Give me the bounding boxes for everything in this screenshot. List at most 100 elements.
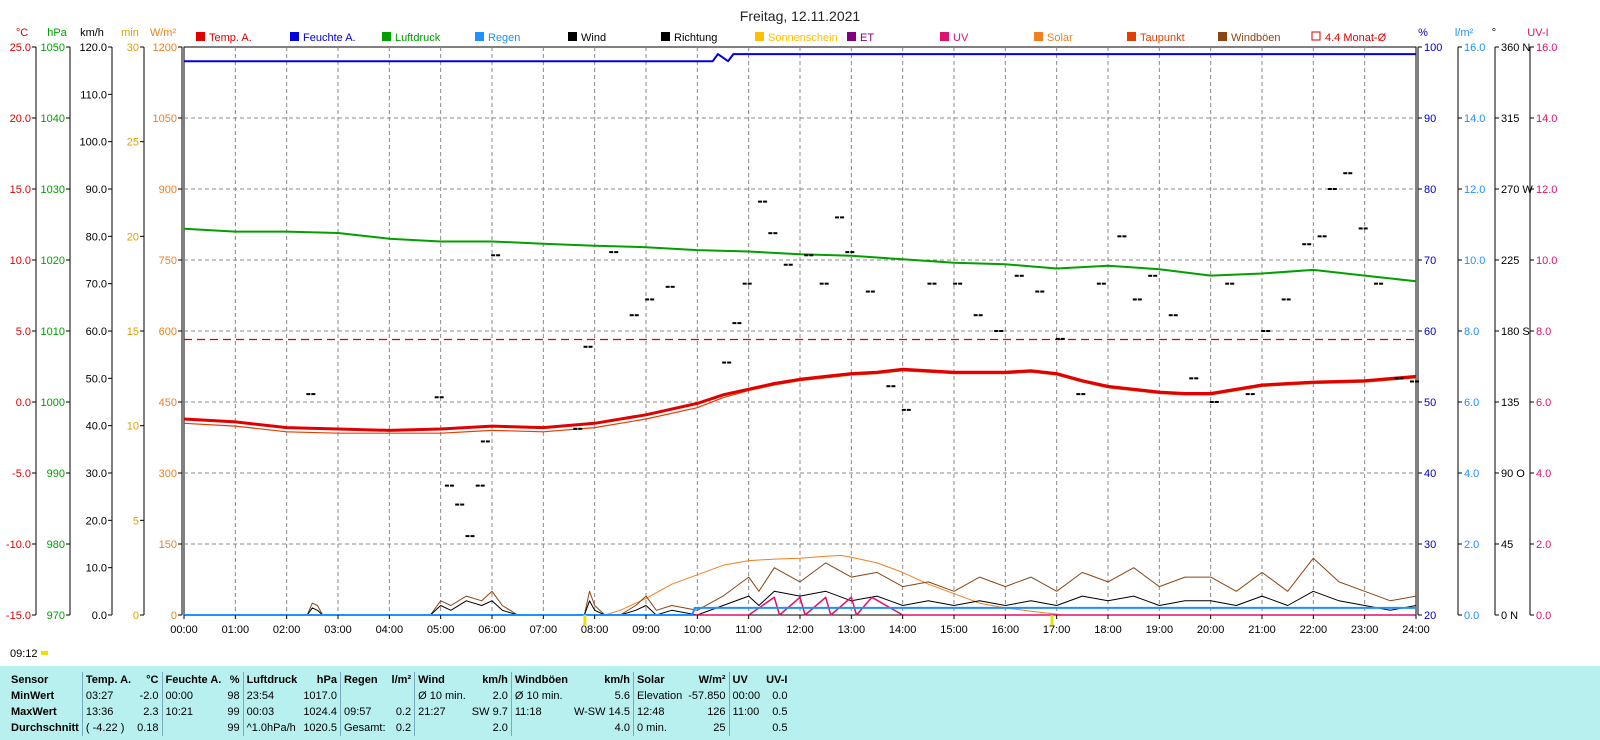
direction-point — [629, 314, 634, 317]
stats-cell: ( -4.22 ) — [81, 720, 135, 736]
legend-item: ET — [847, 32, 874, 44]
direction-point — [1194, 377, 1199, 380]
stats-cell: 0.2 — [395, 706, 412, 718]
direction-point — [1281, 298, 1286, 301]
direction-point — [758, 200, 763, 203]
stats-row-label: Durchschnitt — [11, 722, 79, 734]
axis-tick-label: 50 — [1424, 397, 1436, 409]
axis-tick-label: 0 N — [1501, 610, 1518, 622]
x-tick-label: 19:00 — [1146, 624, 1174, 636]
direction-point — [1081, 393, 1086, 396]
stats-cell: Elevation — [632, 688, 686, 704]
axis-rain: l/m² 16.0 14.0 12.0 10.0 8.0 6.0 4.0 2.0 0.0 — [1455, 27, 1486, 622]
axis-tick-label: -15.0 — [6, 610, 31, 622]
direction-point — [1076, 393, 1081, 396]
gridlines — [183, 46, 1417, 616]
direction-point — [670, 285, 675, 288]
direction-point — [1096, 282, 1101, 285]
stats-cell: 2.3 — [143, 706, 159, 718]
stats-cell: -2.0 — [139, 690, 159, 702]
x-tick-label: 03:00 — [324, 624, 352, 636]
direction-point — [824, 282, 829, 285]
direction-point — [1137, 298, 1142, 301]
axis-tick-label: 90 — [1424, 113, 1436, 125]
direction-point — [1035, 290, 1040, 293]
direction-point — [732, 322, 737, 325]
stats-cell — [339, 688, 389, 704]
series-luftdruck — [183, 227, 1417, 283]
axis-tick-label: 20 — [127, 231, 139, 243]
direction-point — [1153, 274, 1158, 277]
direction-point — [1317, 235, 1322, 238]
direction-point — [768, 232, 773, 235]
axis-tick-label: 0.0 — [1464, 610, 1479, 622]
direction-point — [1261, 330, 1266, 332]
direction-point — [444, 484, 449, 487]
axis-tick-label: 180 S — [1501, 326, 1530, 338]
stats-cell: 09:57 — [339, 704, 389, 720]
axis-tick-label: 14.0 — [1536, 113, 1557, 125]
direction-point — [1332, 188, 1337, 190]
stats-cell: 0.0 — [772, 690, 788, 702]
direction-point — [722, 361, 727, 364]
axis-tick-label: 25 — [127, 137, 139, 149]
stats-header-cell: Solar — [632, 672, 686, 688]
direction-point — [1214, 401, 1219, 403]
axis-tick-label: 80 — [1424, 184, 1436, 196]
x-tick-label: 17:00 — [1043, 624, 1071, 636]
direction-point — [480, 484, 485, 487]
legend-label: Feuchte A. — [303, 32, 356, 44]
direction-point — [1399, 377, 1404, 380]
direction-point — [973, 314, 978, 317]
direction-point — [1245, 393, 1250, 396]
stats-cell: 0 min. — [632, 720, 686, 736]
axis-tick-label: 360 N — [1501, 42, 1530, 54]
stats-cell: Ø 10 min. — [510, 688, 571, 704]
direction-point — [470, 535, 475, 538]
stats-cell: 1024.4 — [303, 706, 337, 718]
axis-unit: W/m² — [150, 27, 177, 39]
axis-tick-label: 25.0 — [10, 42, 31, 54]
stats-cell: Ø 10 min. — [414, 688, 469, 704]
direction-point — [1410, 380, 1414, 383]
axis-tick-label: 315 — [1501, 113, 1519, 125]
direction-point — [927, 282, 932, 285]
legend-label: Sonnenschein — [768, 32, 838, 44]
legend-item: UV — [940, 32, 969, 44]
direction-point — [978, 314, 983, 317]
direction-point — [870, 290, 875, 293]
axis-tick-label: 5.0 — [16, 326, 31, 338]
stats-cell — [728, 720, 764, 736]
axis-tick-label: 1020 — [41, 255, 65, 267]
stats-header-cell: UV-I — [766, 674, 788, 686]
x-tick-label: 23:00 — [1351, 624, 1379, 636]
direction-point — [1209, 401, 1214, 403]
direction-point — [588, 345, 593, 348]
legend-label: UV — [953, 32, 969, 44]
axis-tick-label: 20.0 — [86, 515, 107, 527]
stats-cell: 0.5 — [772, 722, 788, 734]
stats-cell: 00:00 — [161, 688, 225, 704]
direction-point — [819, 282, 824, 285]
stats-cell: Gesamt: — [339, 720, 389, 736]
legend-swatch — [1127, 32, 1136, 41]
series-regen — [184, 606, 1416, 616]
axis-tick-label: 0 — [133, 610, 139, 622]
stats-header-cell: Luftdruck — [242, 672, 301, 688]
axis-tick-label: 0 — [171, 610, 177, 622]
stats-cell: 11:00 — [728, 704, 764, 720]
direction-point — [1415, 380, 1419, 383]
axis-tick-label: -5.0 — [12, 468, 31, 480]
axis-tick-label: 100 — [1424, 42, 1442, 54]
axis-tick-label: 970 — [47, 610, 65, 622]
direction-point — [496, 254, 501, 257]
direction-point — [1040, 290, 1045, 293]
stats-cell: 00:03 — [242, 704, 301, 720]
legend-swatch — [475, 32, 484, 41]
x-tick-label: 15:00 — [940, 624, 968, 636]
axis-solar: W/m² 1200 1050 900 750 600 450 300 150 0 — [150, 27, 183, 622]
stats-header-cell: °C — [146, 674, 159, 686]
direction-point — [573, 427, 578, 430]
stats-cell: 25 — [713, 722, 726, 734]
stats-row-label: MinWert — [11, 690, 55, 702]
